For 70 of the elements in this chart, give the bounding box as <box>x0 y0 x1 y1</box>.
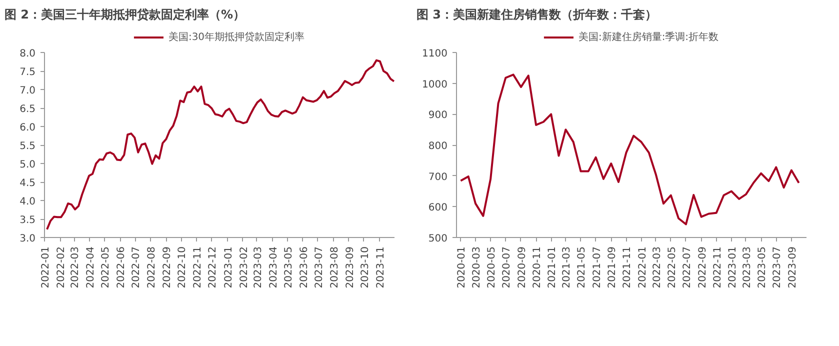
x-tick-label: 2022-10 <box>177 246 188 288</box>
y-tick-label: 900 <box>428 110 448 122</box>
x-tick-label: 2020-11 <box>532 246 544 288</box>
x-tick-label: 2022-06 <box>116 246 128 288</box>
x-tick-label: 2023-06 <box>298 246 310 288</box>
legend-label: 美国:30年期抵押贷款固定利率 <box>168 30 305 44</box>
y-tick-label: 6.5 <box>20 104 36 115</box>
x-tick-label: 2023-03 <box>252 246 264 288</box>
y-tick-label: 5.0 <box>20 160 36 170</box>
x-tick-label: 2023-07 <box>772 246 784 288</box>
x-tick-label: 2022-09 <box>697 246 708 288</box>
x-tick-label: 2022-05 <box>666 246 678 288</box>
x-tick-label: 2023-02 <box>238 246 250 288</box>
y-tick-label: 600 <box>428 202 448 214</box>
x-tick-label: 2023-09 <box>344 246 356 288</box>
y-tick-label: 1100 <box>422 48 448 60</box>
y-tick-label: 5.5 <box>20 141 36 152</box>
x-tick-label: 2023-05 <box>283 246 294 288</box>
x-tick-label: 2020-05 <box>486 246 498 288</box>
x-tick-label: 2022-01 <box>637 246 648 288</box>
x-tick-label: 2023-07 <box>314 246 325 288</box>
x-tick-label: 2022-04 <box>86 246 97 288</box>
x-tick-label: 2023-01 <box>727 246 738 288</box>
x-tick-label: 2020-07 <box>502 246 513 288</box>
x-tick-label: 2022-07 <box>682 246 693 288</box>
chart-title: 图 2：美国三十年期抵押贷款固定利率（%） <box>4 8 246 22</box>
y-tick-label: 7.5 <box>20 67 36 78</box>
y-tick-label: 6.0 <box>20 122 36 134</box>
y-tick-label: 700 <box>428 172 448 183</box>
x-tick-label: 2021-05 <box>576 246 588 288</box>
x-tick-label: 2023-08 <box>329 246 340 288</box>
x-tick-label: 2023-04 <box>268 246 280 288</box>
y-tick-label: 500 <box>428 234 448 244</box>
x-tick-label: 2022-08 <box>146 246 158 288</box>
line-series <box>460 74 800 226</box>
y-tick-label: 8.0 <box>20 48 36 60</box>
x-tick-label: 2023-05 <box>757 246 768 288</box>
x-tick-label: 2021-07 <box>592 246 603 288</box>
x-tick-label: 2023-09 <box>787 246 798 288</box>
y-tick-label: 4.5 <box>20 178 36 189</box>
x-tick-label: 2021-03 <box>562 246 573 288</box>
y-tick-label: 1000 <box>422 79 448 90</box>
y-tick-label: 7.0 <box>20 86 36 96</box>
x-tick-label: 2022-03 <box>70 246 82 288</box>
x-tick-label: 2021-09 <box>607 246 618 288</box>
x-tick-label: 2023-11 <box>375 246 386 288</box>
x-tick-label: 2021-11 <box>622 246 634 288</box>
x-tick-label: 2022-03 <box>652 246 663 288</box>
x-tick-label: 2020-09 <box>516 246 528 288</box>
y-tick-label: 4.0 <box>20 196 36 208</box>
y-tick-label: 3.5 <box>20 215 36 226</box>
line-series <box>46 59 394 230</box>
x-tick-label: 2022-05 <box>100 246 112 288</box>
x-tick-label: 2023-03 <box>742 246 753 288</box>
x-tick-label: 2022-07 <box>131 246 142 288</box>
x-tick-label: 2022-11 <box>192 246 204 288</box>
x-tick-label: 2023-10 <box>360 246 371 288</box>
chart-title: 图 3：美国新建住房销售数（折年数：千套） <box>416 8 658 22</box>
x-tick-label: 2022-09 <box>162 246 174 288</box>
x-tick-label: 2023-01 <box>223 246 234 288</box>
x-tick-label: 2022-12 <box>208 246 219 288</box>
y-tick-label: 3.0 <box>20 234 36 244</box>
legend-label: 美国:新建住房销量:季调:折年数 <box>578 30 719 44</box>
x-tick-label: 2022-11 <box>712 246 724 288</box>
x-tick-label: 2021-01 <box>547 246 558 288</box>
x-tick-label: 2022-02 <box>56 246 68 288</box>
x-tick-label: 2022-01 <box>40 246 52 288</box>
x-tick-label: 2020-03 <box>472 246 483 288</box>
x-tick-label: 2020-01 <box>456 246 468 288</box>
y-tick-label: 800 <box>428 141 448 152</box>
